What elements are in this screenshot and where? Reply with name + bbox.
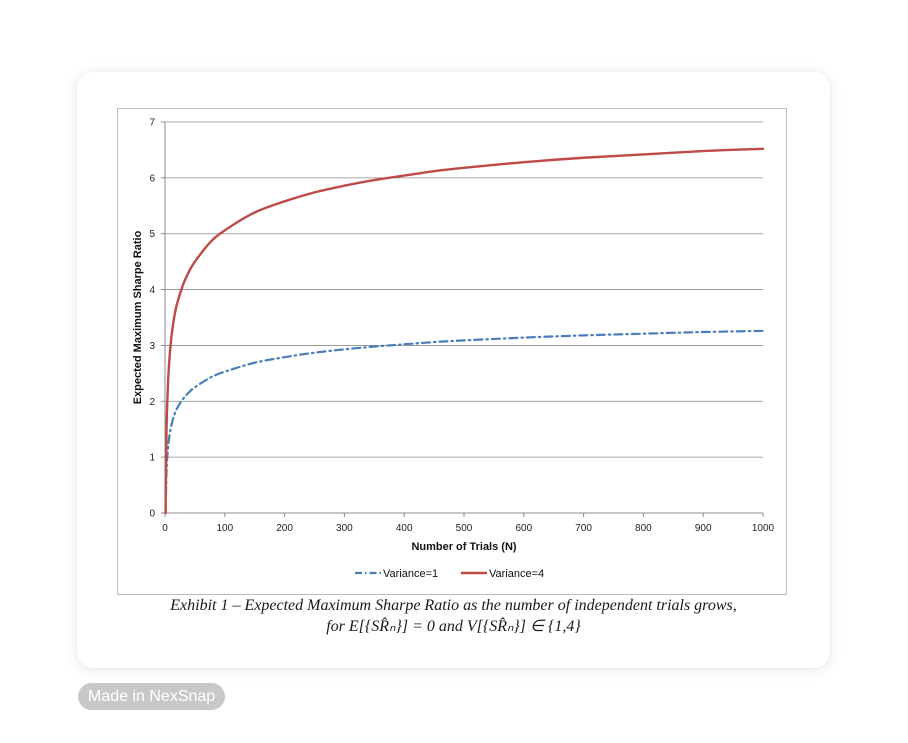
made-in-nexsnap-badge[interactable]: Made in NexSnap bbox=[78, 683, 226, 710]
y-tick-label-6: 6 bbox=[149, 173, 155, 184]
legend: Variance=1 Variance=4 bbox=[355, 568, 544, 580]
y-tick-labels: 0 1 2 3 4 5 6 7 bbox=[149, 118, 155, 520]
x-tick-label-800: 800 bbox=[635, 523, 652, 534]
x-tick-label-500: 500 bbox=[456, 523, 473, 534]
series-line-variance-1 bbox=[164, 329, 765, 515]
y-tick-label-4: 4 bbox=[149, 285, 155, 296]
x-tick-label-700: 700 bbox=[575, 523, 592, 534]
x-tick-label-0: 0 bbox=[162, 523, 168, 534]
figure-caption: Exhibit 1 – Expected Maximum Sharpe Rati… bbox=[77, 595, 830, 637]
caption-line-1: Exhibit 1 – Expected Maximum Sharpe Rati… bbox=[170, 597, 737, 614]
series-lines bbox=[164, 147, 765, 515]
x-tick-label-600: 600 bbox=[515, 523, 532, 534]
series-line-variance-4 bbox=[164, 147, 765, 515]
x-tick-label-300: 300 bbox=[336, 523, 353, 534]
x-tick-label-100: 100 bbox=[216, 523, 233, 534]
x-axis-title: Number of Trials (N) bbox=[411, 541, 516, 553]
legend-label-0: Variance=1 bbox=[383, 568, 438, 580]
legend-label-1: Variance=4 bbox=[489, 568, 544, 580]
axes bbox=[161, 121, 764, 517]
chart-frame bbox=[117, 108, 787, 595]
y-tick-label-5: 5 bbox=[149, 229, 155, 240]
x-tick-label-200: 200 bbox=[276, 523, 293, 534]
x-tick-label-1000: 1000 bbox=[752, 523, 775, 534]
y-tick-label-3: 3 bbox=[149, 341, 155, 352]
gridlines bbox=[165, 121, 763, 458]
x-tick-label-900: 900 bbox=[695, 523, 712, 534]
y-tick-label-2: 2 bbox=[149, 397, 155, 408]
y-axis-title: Expected Maximum Sharpe Ratio bbox=[132, 230, 144, 404]
y-tick-label-1: 1 bbox=[149, 453, 155, 464]
y-tick-label-7: 7 bbox=[149, 118, 155, 129]
y-tick-label-0: 0 bbox=[149, 509, 155, 520]
x-tick-labels: 0 100 200 300 400 500 600 700 800 900 1000 bbox=[162, 523, 774, 534]
line-chart: 0 1 2 3 4 5 6 7 0 100 200 300 400 500 600 700 800 900 100… bbox=[132, 118, 775, 581]
x-tick-label-400: 400 bbox=[396, 523, 413, 534]
caption-line-2: for E[{SR̂ₙ}] = 0 and V[{SR̂ₙ}] ∈ {1,4} bbox=[326, 618, 581, 635]
